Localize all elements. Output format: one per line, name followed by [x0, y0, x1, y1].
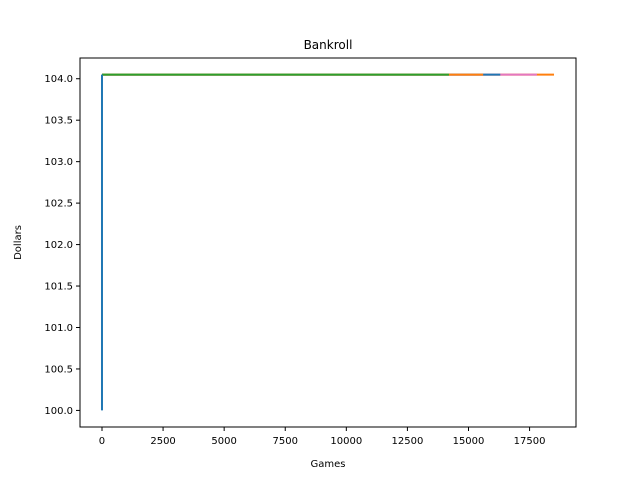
x-tick-label-2: 5000	[211, 436, 236, 447]
y-tick-label-5: 102.5	[44, 199, 73, 210]
y-tick-label-1: 100.5	[44, 364, 73, 375]
x-tick-label-4: 10000	[330, 436, 362, 447]
x-tick-label-0: 0	[99, 436, 105, 447]
y-tick-label-3: 101.5	[44, 282, 73, 293]
x-tick-label-7: 17500	[514, 436, 546, 447]
y-tick-label-7: 103.5	[44, 116, 73, 127]
x-tick-label-3: 7500	[273, 436, 298, 447]
y-tick-label-8: 104.0	[44, 74, 73, 85]
x-tick-label-5: 12500	[392, 436, 424, 447]
chart-title: Bankroll	[304, 38, 353, 52]
y-axis-label: Dollars	[13, 225, 24, 260]
y-tick-label-4: 102.0	[44, 240, 73, 251]
tick-layer: 0 2500 5000 7500 10000 12500 15000 17500 100.0 10…	[44, 74, 545, 447]
x-tick-label-6: 15000	[453, 436, 485, 447]
x-axis-label: Games	[311, 459, 346, 470]
y-tick-label-6: 103.0	[44, 157, 73, 168]
plot-frame	[79, 57, 577, 428]
y-tick-label-0: 100.0	[44, 406, 73, 417]
x-tick-label-1: 2500	[150, 436, 175, 447]
series-layer	[100, 73, 555, 411]
y-tick-label-2: 101.0	[44, 323, 73, 334]
